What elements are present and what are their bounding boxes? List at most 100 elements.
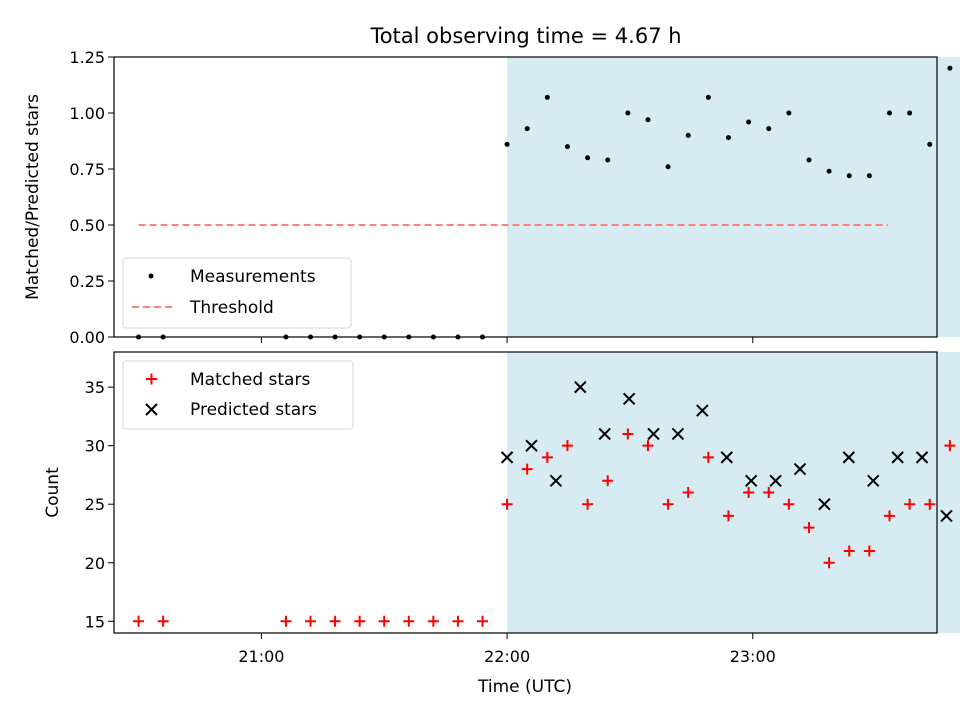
x-tick-label: 23:00 bbox=[730, 647, 776, 666]
predicted-star-point bbox=[598, 427, 611, 441]
top-panel: 0.00 0.25 0.50 0.75 1.00 1.25 Matched/Predict… bbox=[23, 48, 960, 347]
y-tick-label: 0.75 bbox=[69, 160, 105, 179]
top-plot-frame bbox=[113, 56, 938, 338]
matched-star-point bbox=[622, 428, 634, 440]
predicted-star-point bbox=[842, 451, 856, 464]
measurements-legend-marker bbox=[148, 273, 154, 279]
matched-star-point bbox=[682, 487, 694, 498]
predicted-star-point bbox=[574, 380, 587, 394]
measurement-point bbox=[907, 110, 913, 116]
predicted-star-point bbox=[549, 474, 563, 487]
x-tick-label: 22:00 bbox=[484, 647, 530, 666]
measurement-point bbox=[544, 94, 550, 100]
matched-star-point bbox=[863, 545, 875, 557]
measurement-point bbox=[887, 110, 893, 116]
matched-star-point bbox=[884, 510, 896, 522]
matched-star-point bbox=[378, 615, 390, 627]
matched-star-point bbox=[803, 522, 815, 534]
bottom-axis: 152025303521:0022:0023:0000:0001:0002:00… bbox=[85, 378, 776, 666]
measurement-point bbox=[725, 135, 731, 141]
measurement-point bbox=[585, 155, 591, 161]
matched-star-point bbox=[561, 440, 573, 452]
predicted-star-point bbox=[720, 451, 733, 464]
y-tick-label: 15 bbox=[85, 612, 105, 631]
y-tick-label: 0.50 bbox=[69, 216, 105, 235]
bottom-panel: 152025303521:0022:0023:0000:0001:0002:00… bbox=[43, 351, 960, 697]
matched-star-point bbox=[783, 498, 795, 510]
matched-star-point bbox=[602, 475, 614, 487]
matched-star-point bbox=[427, 615, 439, 627]
matched-star-point bbox=[904, 498, 916, 510]
y-tick-label: 0.25 bbox=[69, 272, 105, 291]
measurement-point bbox=[786, 110, 792, 116]
matched-star-point bbox=[133, 615, 145, 627]
matched-star-point bbox=[763, 487, 775, 498]
matched-star-point bbox=[541, 451, 553, 463]
matched-star-point bbox=[843, 545, 855, 557]
measurement-point bbox=[665, 164, 671, 170]
measurement-point bbox=[947, 65, 953, 71]
top-observing-window bbox=[507, 57, 960, 337]
measurement-point bbox=[705, 94, 711, 100]
measurement-point bbox=[524, 126, 530, 132]
predicted-legend-marker bbox=[145, 403, 158, 416]
measurement-point bbox=[826, 168, 832, 174]
matched-star-point bbox=[521, 463, 533, 475]
chart-title: Total observing time = 4.67 h bbox=[369, 24, 681, 48]
predicted-star-point bbox=[744, 474, 758, 487]
y-tick-label: 30 bbox=[85, 437, 105, 456]
matched-star-point bbox=[743, 487, 755, 498]
matched-star-point bbox=[582, 498, 594, 510]
measurement-point bbox=[645, 117, 651, 123]
measurement-point bbox=[806, 157, 812, 163]
predicted-star-point bbox=[647, 427, 660, 441]
predicted-star-point bbox=[769, 474, 782, 487]
matched-legend-marker bbox=[146, 373, 157, 385]
y-tick-label: 0.00 bbox=[69, 328, 105, 347]
bottom-plot-frame bbox=[113, 351, 938, 634]
matched-star-point bbox=[329, 615, 341, 627]
y-tick-label: 1.00 bbox=[69, 104, 105, 123]
matched-star-point bbox=[702, 451, 714, 463]
top-axis: 0.00 0.25 0.50 0.75 1.00 1.25 bbox=[69, 48, 754, 347]
y-tick-label: 20 bbox=[85, 554, 105, 573]
bottom-observing-window bbox=[507, 352, 960, 633]
measurement-point bbox=[564, 144, 570, 150]
predicted-star-point bbox=[525, 439, 538, 452]
predicted-star-point bbox=[696, 404, 709, 417]
predicted-star-point bbox=[915, 451, 929, 464]
predicted-star-point bbox=[500, 451, 514, 464]
predicted-star-point bbox=[818, 498, 831, 511]
y-tick-label: 35 bbox=[85, 378, 105, 397]
bottom-y-axis-label: Count bbox=[43, 467, 63, 518]
matched-star-point bbox=[501, 498, 513, 510]
measurement-point bbox=[846, 173, 852, 179]
matched-star-point bbox=[403, 615, 415, 627]
bottom-legend: Matched stars Predicted stars bbox=[122, 360, 354, 430]
measurement-point bbox=[866, 173, 872, 179]
measurement-point bbox=[504, 141, 510, 147]
bottom-legend-box bbox=[122, 360, 354, 430]
measurement-point bbox=[685, 132, 691, 138]
matched-star-point bbox=[305, 615, 317, 627]
measurement-point bbox=[605, 157, 611, 163]
matched-star-point bbox=[924, 498, 936, 510]
matched-star-point bbox=[157, 615, 169, 627]
matched-star-point bbox=[944, 440, 956, 452]
matched-star-point bbox=[452, 615, 464, 627]
measurement-point bbox=[927, 141, 933, 147]
top-legend: Measurements Threshold bbox=[122, 257, 352, 329]
predicted-legend-label: Predicted stars bbox=[190, 400, 317, 420]
predicted-star-point bbox=[940, 509, 953, 523]
top-legend-box bbox=[122, 257, 352, 329]
matched-star-point bbox=[722, 510, 734, 522]
matched-star-point bbox=[477, 615, 489, 627]
measurement-point bbox=[746, 119, 752, 125]
top-y-axis-label: Matched/Predicted stars bbox=[23, 94, 43, 300]
y-tick-label: 1.25 bbox=[69, 48, 105, 67]
y-tick-label: 25 bbox=[85, 495, 105, 514]
matched-star-point bbox=[354, 615, 366, 627]
matched-legend-label: Matched stars bbox=[190, 370, 310, 390]
predicted-star-point bbox=[867, 474, 880, 487]
